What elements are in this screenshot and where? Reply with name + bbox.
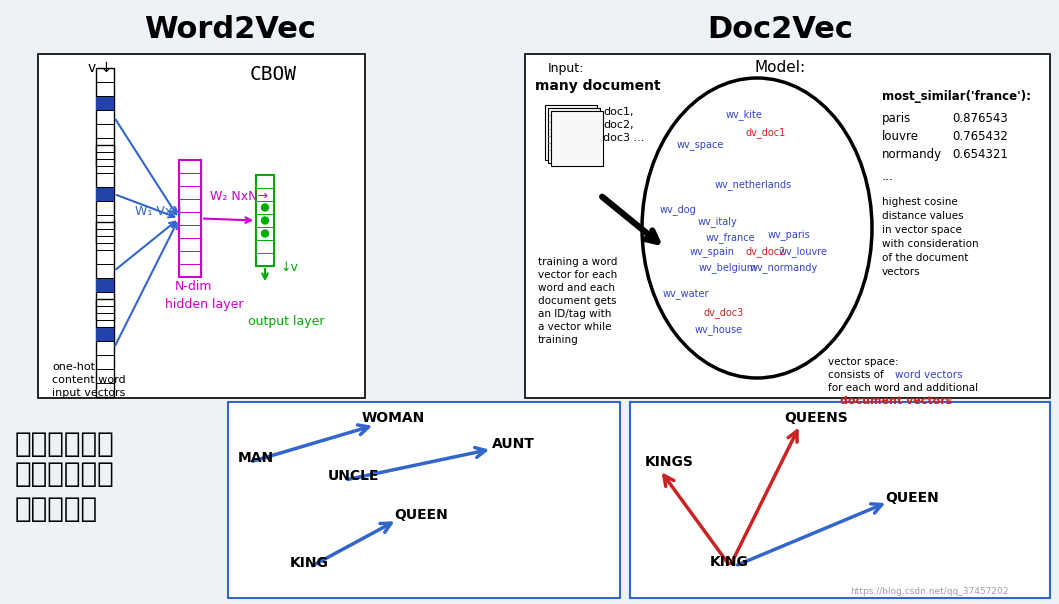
Bar [96, 145, 114, 243]
Text: word vectors: word vectors [895, 370, 963, 380]
Text: 表示结果有统: 表示结果有统 [15, 430, 114, 458]
Text: KING: KING [710, 555, 749, 569]
Text: vector for each: vector for each [538, 270, 617, 280]
Bar [96, 278, 114, 292]
Bar [630, 402, 1051, 598]
Text: most_similar('france'):: most_similar('france'): [882, 90, 1031, 103]
Text: wv_kite: wv_kite [726, 109, 762, 120]
Text: document gets: document gets [538, 296, 616, 306]
Text: UNCLE: UNCLE [328, 469, 379, 483]
Text: KING: KING [290, 556, 329, 570]
Text: Model:: Model: [755, 60, 806, 75]
Text: vectors: vectors [882, 267, 920, 277]
Circle shape [262, 230, 269, 237]
Text: with consideration: with consideration [882, 239, 979, 249]
Bar [228, 402, 620, 598]
Text: QUEENS: QUEENS [784, 411, 848, 425]
Bar [96, 96, 114, 110]
Text: wv_house: wv_house [695, 324, 743, 335]
Bar [545, 105, 597, 160]
Bar [548, 108, 600, 163]
Text: distance values: distance values [882, 211, 964, 221]
Text: wv_spain: wv_spain [690, 246, 735, 257]
Text: in vector space: in vector space [882, 225, 962, 235]
Text: content word: content word [52, 375, 126, 385]
Circle shape [262, 204, 269, 211]
Text: 0.765432: 0.765432 [952, 130, 1008, 143]
Text: doc2,: doc2, [603, 120, 633, 130]
Text: louvre: louvre [882, 130, 919, 143]
Text: Input:: Input: [548, 62, 585, 75]
Text: dv_doc1: dv_doc1 [746, 127, 786, 138]
Text: output layer: output layer [248, 315, 324, 328]
Text: wv_normandy: wv_normandy [750, 263, 819, 274]
Text: training: training [538, 335, 579, 345]
Text: CBOW: CBOW [250, 65, 297, 84]
Text: consists of: consists of [828, 370, 887, 380]
Text: WOMAN: WOMAN [362, 411, 426, 425]
Text: wv_italy: wv_italy [698, 217, 738, 228]
Text: ↓v: ↓v [280, 261, 298, 274]
Ellipse shape [642, 78, 872, 378]
Text: 语义可计算: 语义可计算 [15, 495, 98, 523]
Text: doc1,: doc1, [603, 107, 633, 117]
Text: KINGS: KINGS [645, 455, 694, 469]
Text: wv_water: wv_water [663, 290, 710, 300]
Bar [96, 187, 114, 201]
Text: a vector while: a vector while [538, 322, 611, 332]
Text: doc3 ...: doc3 ... [603, 133, 644, 143]
Text: training a word: training a word [538, 257, 617, 267]
Text: input vectors: input vectors [52, 388, 125, 398]
Text: wv_space: wv_space [677, 140, 724, 150]
Circle shape [262, 217, 269, 224]
Bar [96, 222, 114, 320]
Text: dv_doc3: dv_doc3 [703, 307, 743, 318]
Bar [38, 54, 365, 398]
Text: Word2Vec: Word2Vec [144, 16, 316, 45]
Text: 一的语义空间: 一的语义空间 [15, 460, 114, 488]
Text: MAN: MAN [238, 451, 274, 465]
Text: AUNT: AUNT [492, 437, 535, 451]
Text: N-dim: N-dim [175, 280, 213, 293]
Text: 0.654321: 0.654321 [952, 148, 1008, 161]
Bar [96, 68, 114, 166]
Text: wv_dog: wv_dog [660, 205, 697, 216]
Text: ...: ... [882, 170, 894, 183]
Text: Doc2Vec: Doc2Vec [707, 16, 852, 45]
Bar [96, 299, 114, 397]
Text: https://blog.csdn.net/qq_37457202: https://blog.csdn.net/qq_37457202 [850, 587, 1008, 596]
Text: v ↓: v ↓ [88, 61, 112, 75]
Bar [551, 111, 603, 166]
Text: vector space:: vector space: [828, 357, 899, 367]
Text: W₂ NxN→: W₂ NxN→ [210, 190, 268, 203]
Text: QUEEN: QUEEN [885, 491, 938, 505]
Text: one-hot: one-hot [52, 362, 95, 372]
Bar [256, 175, 274, 266]
Text: an ID/tag with: an ID/tag with [538, 309, 611, 319]
Text: for each word and additional: for each word and additional [828, 383, 979, 393]
Text: of the document: of the document [882, 253, 968, 263]
Text: wv_paris: wv_paris [768, 230, 811, 240]
Bar [179, 160, 201, 277]
Text: 0.876543: 0.876543 [952, 112, 1008, 125]
Text: normandy: normandy [882, 148, 943, 161]
Text: hidden layer: hidden layer [165, 298, 244, 311]
Text: QUEEN: QUEEN [394, 508, 448, 522]
Text: word and each: word and each [538, 283, 615, 293]
Text: paris: paris [882, 112, 911, 125]
Text: many document: many document [535, 79, 661, 93]
Text: wv_belgium: wv_belgium [699, 263, 757, 274]
Bar [525, 54, 1051, 398]
Text: wv_france: wv_france [706, 233, 756, 243]
Text: dv_doc2: dv_doc2 [744, 246, 786, 257]
Text: wv_louvre: wv_louvre [779, 246, 828, 257]
Text: document vectors: document vectors [840, 396, 952, 406]
Text: highest cosine: highest cosine [882, 197, 957, 207]
Bar [96, 327, 114, 341]
Text: wv_netherlands: wv_netherlands [715, 179, 792, 190]
Text: W₁ VxN: W₁ VxN [134, 205, 182, 218]
